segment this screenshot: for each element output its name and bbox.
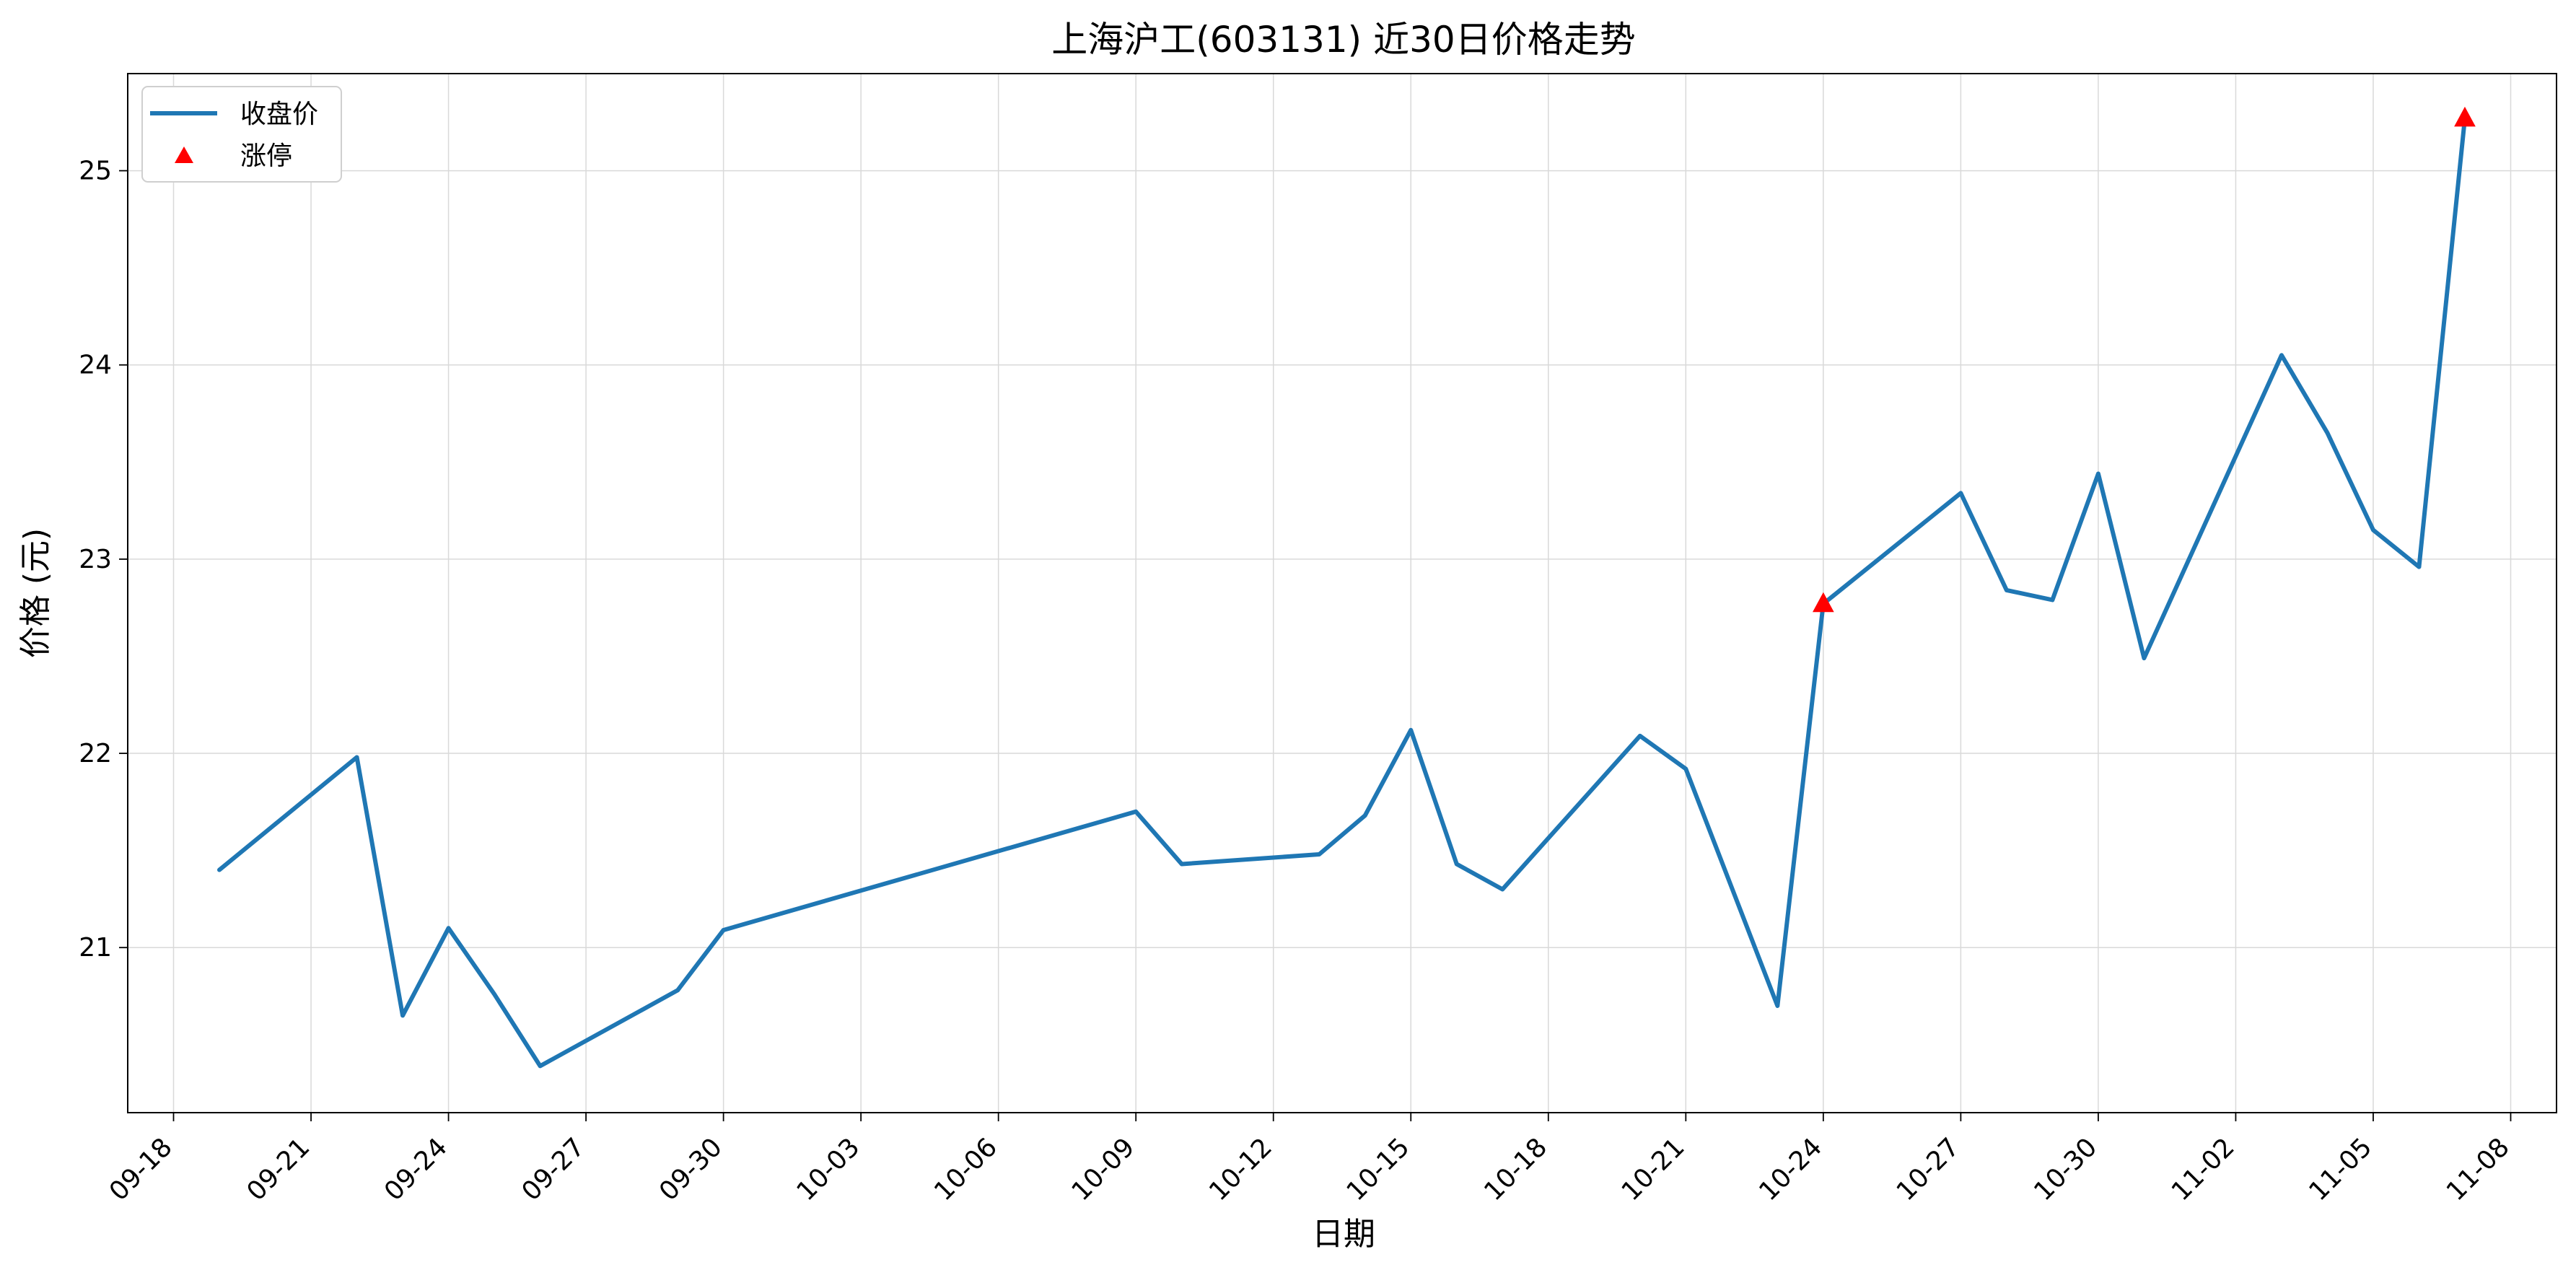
series-layer — [217, 106, 2476, 1069]
y-axis-title: 价格 (元) — [17, 528, 54, 658]
y-tick-label: 22 — [79, 739, 112, 768]
plot-background — [128, 74, 2557, 1113]
legend-triangle-icon — [175, 146, 193, 163]
y-tick-label: 21 — [79, 933, 112, 963]
gridlines — [128, 74, 2557, 1113]
limit-up-marker — [2454, 106, 2476, 127]
plot-frame — [127, 73, 2557, 1113]
legend-item-close-price: 收盘价 — [240, 100, 318, 129]
legend: 收盘价 涨停 — [141, 86, 342, 183]
chart-title: 上海沪工(603131) 近30日价格走势 — [1051, 19, 1635, 61]
legend-box — [141, 86, 342, 183]
limit-up-marker — [1813, 592, 1834, 613]
series-line-0 — [217, 115, 2467, 1069]
y-tick-label: 25 — [79, 157, 112, 186]
y-tick-label: 23 — [79, 545, 112, 574]
plot-area-group: 09-18 09-21 09-24 09-27 09-30 10-03 10-06 10-09… — [79, 73, 2557, 1206]
x-axis-title: 日期 — [1312, 1216, 1375, 1253]
legend-item-limit-up: 涨停 — [240, 141, 292, 171]
y-tick-label: 24 — [79, 351, 112, 380]
y-axis: 21 22 23 24 25 — [79, 157, 128, 963]
